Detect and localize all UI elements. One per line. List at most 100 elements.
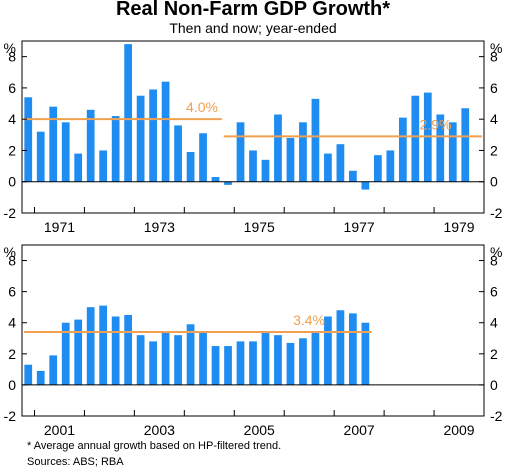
top-panel-ytick-label-right-0: -2 — [490, 205, 503, 221]
top-panel-bar-31 — [411, 95, 420, 182]
top-panel-bar-34 — [448, 122, 457, 182]
bottom-panel-ytick-label-left-5: 8 — [8, 253, 16, 269]
top-panel-bar-16 — [224, 181, 232, 185]
bottom-panel-bar-23 — [311, 332, 320, 385]
bottom-panel-trend-label-0: 3.4% — [293, 312, 325, 328]
bottom-panel-xtick-label-4: 2009 — [443, 422, 474, 438]
bottom-panel-bar-20 — [274, 335, 282, 385]
top-panel-bar-20 — [274, 114, 282, 182]
chart-sources: Sources: ABS; RBA — [27, 456, 124, 468]
bottom-panel-bar-12 — [174, 335, 182, 385]
bottom-panel-ytick-label-left-2: 2 — [8, 346, 16, 362]
bottom-panel-bar-22 — [299, 338, 307, 385]
top-panel-bar-19 — [261, 159, 270, 182]
bottom-panel-bar-9 — [136, 335, 145, 385]
top-panel-bar-18 — [249, 150, 257, 182]
top-panel-xtick-label-4: 1979 — [443, 219, 474, 235]
top-panel-ytick-label-right-2: 2 — [490, 142, 498, 158]
gdp-growth-chart: 4.0% 2.9% -2 -2 0 0 2 2 4 4 6 6 8 8% % 1971 1973 1975 1977… — [4, 40, 503, 438]
top-panel-bar-26 — [349, 170, 357, 182]
bottom-panel-bar-15 — [211, 346, 220, 385]
bottom-panel-bar-17 — [236, 341, 245, 385]
chart-subtitle: Then and now; year-ended — [169, 20, 337, 36]
bottom-panel-bar-1 — [36, 370, 45, 385]
top-panel-unit-right: % — [490, 40, 502, 56]
top-panel-trend-label-1: 2.9% — [420, 116, 452, 132]
bottom-panel-bar-4 — [74, 319, 83, 385]
bottom-panel-bar-2 — [49, 355, 58, 385]
top-panel-bar-24 — [324, 153, 332, 182]
bottom-panel-ytick-label-left-4: 6 — [8, 284, 16, 300]
top-panel-bar-23 — [311, 98, 320, 182]
top-panel-bar-22 — [299, 122, 307, 182]
top-panel-trend-label-0: 4.0% — [186, 99, 218, 115]
bottom-panel-bar-13 — [186, 324, 195, 385]
bottom-panel-bar-8 — [124, 314, 132, 385]
bottom-panel-bar-25 — [336, 310, 345, 385]
top-panel-bar-9 — [136, 95, 145, 182]
top-panel-ytick-label-left-0: -2 — [4, 205, 17, 221]
bottom-panel-bar-0 — [24, 364, 33, 385]
top-panel-ytick-label-right-3: 4 — [490, 111, 498, 127]
top-panel-bar-15 — [211, 177, 220, 182]
bottom-panel-xtick-label-0: 2001 — [44, 422, 75, 438]
top-panel-bar-10 — [149, 89, 157, 182]
top-panel-bar-11 — [161, 81, 170, 182]
top-panel-xtick-label-0: 1971 — [44, 219, 75, 235]
bottom-panel-bar-11 — [161, 332, 170, 385]
bottom-panel-bar-14 — [199, 332, 207, 385]
bottom-panel-bar-24 — [324, 316, 332, 385]
bottom-panel-bar-26 — [349, 313, 357, 385]
top-panel-frame — [21, 40, 485, 214]
chart-title: Real Non-Farm GDP Growth* — [115, 0, 391, 20]
bottom-panel-bar-27 — [361, 322, 370, 385]
bottom-panel-xtick-label-1: 2003 — [144, 422, 175, 438]
bottom-panel: 3.4% -2 -2 0 0 2 2 4 4 6 6 8 8% % 2001 2003 2005 2007 2009 — [4, 244, 503, 438]
top-panel-ytick-label-right-4: 6 — [490, 80, 498, 96]
top-panel-bar-13 — [186, 152, 195, 182]
top-panel-bar-30 — [398, 117, 407, 182]
top-panel-bar-2 — [49, 106, 58, 182]
top-panel-xtick-label-2: 1975 — [244, 219, 275, 235]
top-panel-bar-8 — [124, 44, 132, 182]
top-panel-ytick-label-left-1: 0 — [8, 174, 16, 190]
bottom-panel-ytick-label-right-1: 0 — [490, 377, 498, 393]
bottom-panel-ytick-label-right-5: 8 — [490, 253, 498, 269]
bottom-panel-ytick-label-left-0: -2 — [4, 408, 17, 424]
top-panel-bar-4 — [74, 153, 83, 182]
bottom-panel-bar-21 — [286, 342, 295, 385]
top-panel-bar-0 — [24, 97, 33, 182]
top-panel-bar-1 — [36, 131, 45, 182]
top-panel-ytick-label-left-5: 8 — [8, 49, 16, 65]
bottom-panel-ytick-label-left-3: 4 — [8, 315, 16, 331]
bottom-panel-frame — [21, 244, 485, 417]
top-panel: 4.0% 2.9% -2 -2 0 0 2 2 4 4 6 6 8 8% % 1971 1973 1975 1977… — [4, 40, 503, 235]
top-panel-bar-21 — [286, 137, 295, 182]
top-panel-bar-29 — [386, 150, 395, 182]
bottom-panel-xtick-label-3: 2007 — [344, 422, 375, 438]
bottom-panel-bar-18 — [249, 341, 257, 385]
top-panel-bar-12 — [174, 125, 182, 182]
bottom-panel-bar-3 — [61, 322, 70, 385]
top-panel-bar-7 — [111, 116, 120, 182]
top-panel-unit-left: % — [4, 40, 16, 56]
top-panel-bar-17 — [236, 122, 245, 182]
top-panel-ytick-label-right-1: 0 — [490, 174, 498, 190]
bottom-panel-xtick-label-2: 2005 — [244, 422, 275, 438]
top-panel-bar-33 — [436, 114, 445, 182]
bottom-panel-ytick-label-right-4: 6 — [490, 284, 498, 300]
bottom-panel-bar-16 — [224, 346, 232, 385]
bottom-panel-bar-10 — [149, 341, 157, 385]
bottom-panel-ytick-label-left-1: 0 — [8, 377, 16, 393]
top-panel-bar-28 — [373, 155, 382, 182]
top-panel-bar-3 — [61, 122, 70, 182]
chart-footnote: * Average annual growth based on HP-filt… — [27, 440, 282, 452]
bottom-panel-bar-6 — [99, 305, 108, 385]
top-panel-xtick-label-1: 1973 — [144, 219, 175, 235]
bottom-panel-unit-left: % — [4, 244, 16, 260]
bottom-panel-ytick-label-right-2: 2 — [490, 346, 498, 362]
bottom-panel-ytick-label-right-3: 4 — [490, 315, 498, 331]
top-panel-bar-5 — [86, 109, 95, 182]
bottom-panel-bar-7 — [111, 316, 120, 385]
top-panel-ytick-label-left-2: 2 — [8, 142, 16, 158]
